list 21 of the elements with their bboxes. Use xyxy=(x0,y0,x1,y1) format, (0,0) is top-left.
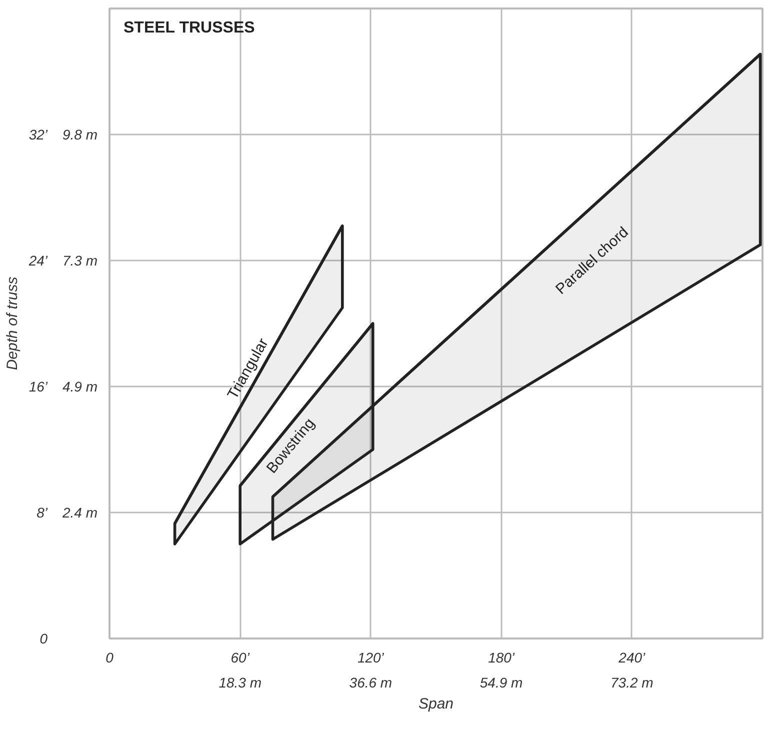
x-tick-label: 60’ xyxy=(230,650,250,666)
text: STEEL TRUSSES xyxy=(124,20,256,36)
x-axis-title: Span xyxy=(418,696,454,712)
x-tick-label: 180’ xyxy=(488,650,516,666)
x-tick-label: 0 xyxy=(106,650,114,666)
y2-tick-label: 4.9 m xyxy=(62,378,98,394)
y-tick-label: 8’ xyxy=(36,504,48,520)
x-tick-label: 120’ xyxy=(357,650,385,666)
y2-tick-label: 9.8 m xyxy=(62,126,98,142)
x2-tick-label: 73.2 m xyxy=(610,674,654,690)
y2-tick-label: 2.4 m xyxy=(61,504,98,521)
x-tick-label: 240’ xyxy=(618,650,646,666)
y-tick-label: 32’ xyxy=(28,126,48,142)
y-tick-label: 16’ xyxy=(28,378,48,394)
x2-tick-label: 54.9 m xyxy=(480,674,524,690)
y-axis-title: Depth of truss xyxy=(4,276,21,370)
x2-tick-label: 36.6 m xyxy=(349,674,392,690)
x2-tick-label: 18.3 m xyxy=(218,674,262,690)
y-tick-label: 0 xyxy=(40,630,48,646)
y2-tick-label: 7.3 m xyxy=(62,252,98,269)
y-tick-label: 24’ xyxy=(28,252,48,268)
